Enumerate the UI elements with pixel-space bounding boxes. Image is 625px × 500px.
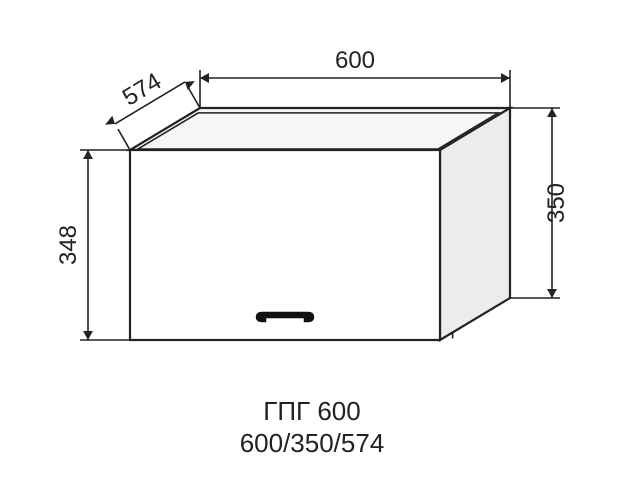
height-right-dimension: 350 <box>543 183 570 223</box>
dimensions-caption: 600/350/574 <box>240 428 385 458</box>
height-left-dimension: 348 <box>55 225 82 265</box>
width-dimension: 600 <box>335 47 375 74</box>
model-caption: ГПГ 600 <box>263 396 360 426</box>
cabinet-dimensional-drawing: 600 574 350 348 ГПГ 600600/350/574 <box>0 0 625 500</box>
depth-dimension: 574 <box>118 68 166 112</box>
